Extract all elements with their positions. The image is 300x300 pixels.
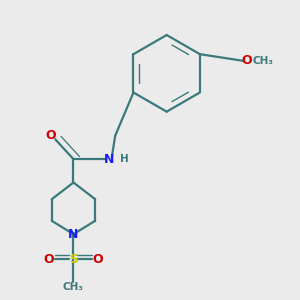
Text: O: O [44,253,54,266]
Text: CH₃: CH₃ [63,283,84,292]
Text: S: S [69,253,78,266]
Text: CH₃: CH₃ [253,56,274,66]
Text: N: N [68,228,79,241]
Text: O: O [46,129,56,142]
Text: N: N [104,153,114,166]
Text: O: O [92,253,103,266]
Text: O: O [241,54,252,67]
Text: H: H [120,154,129,164]
